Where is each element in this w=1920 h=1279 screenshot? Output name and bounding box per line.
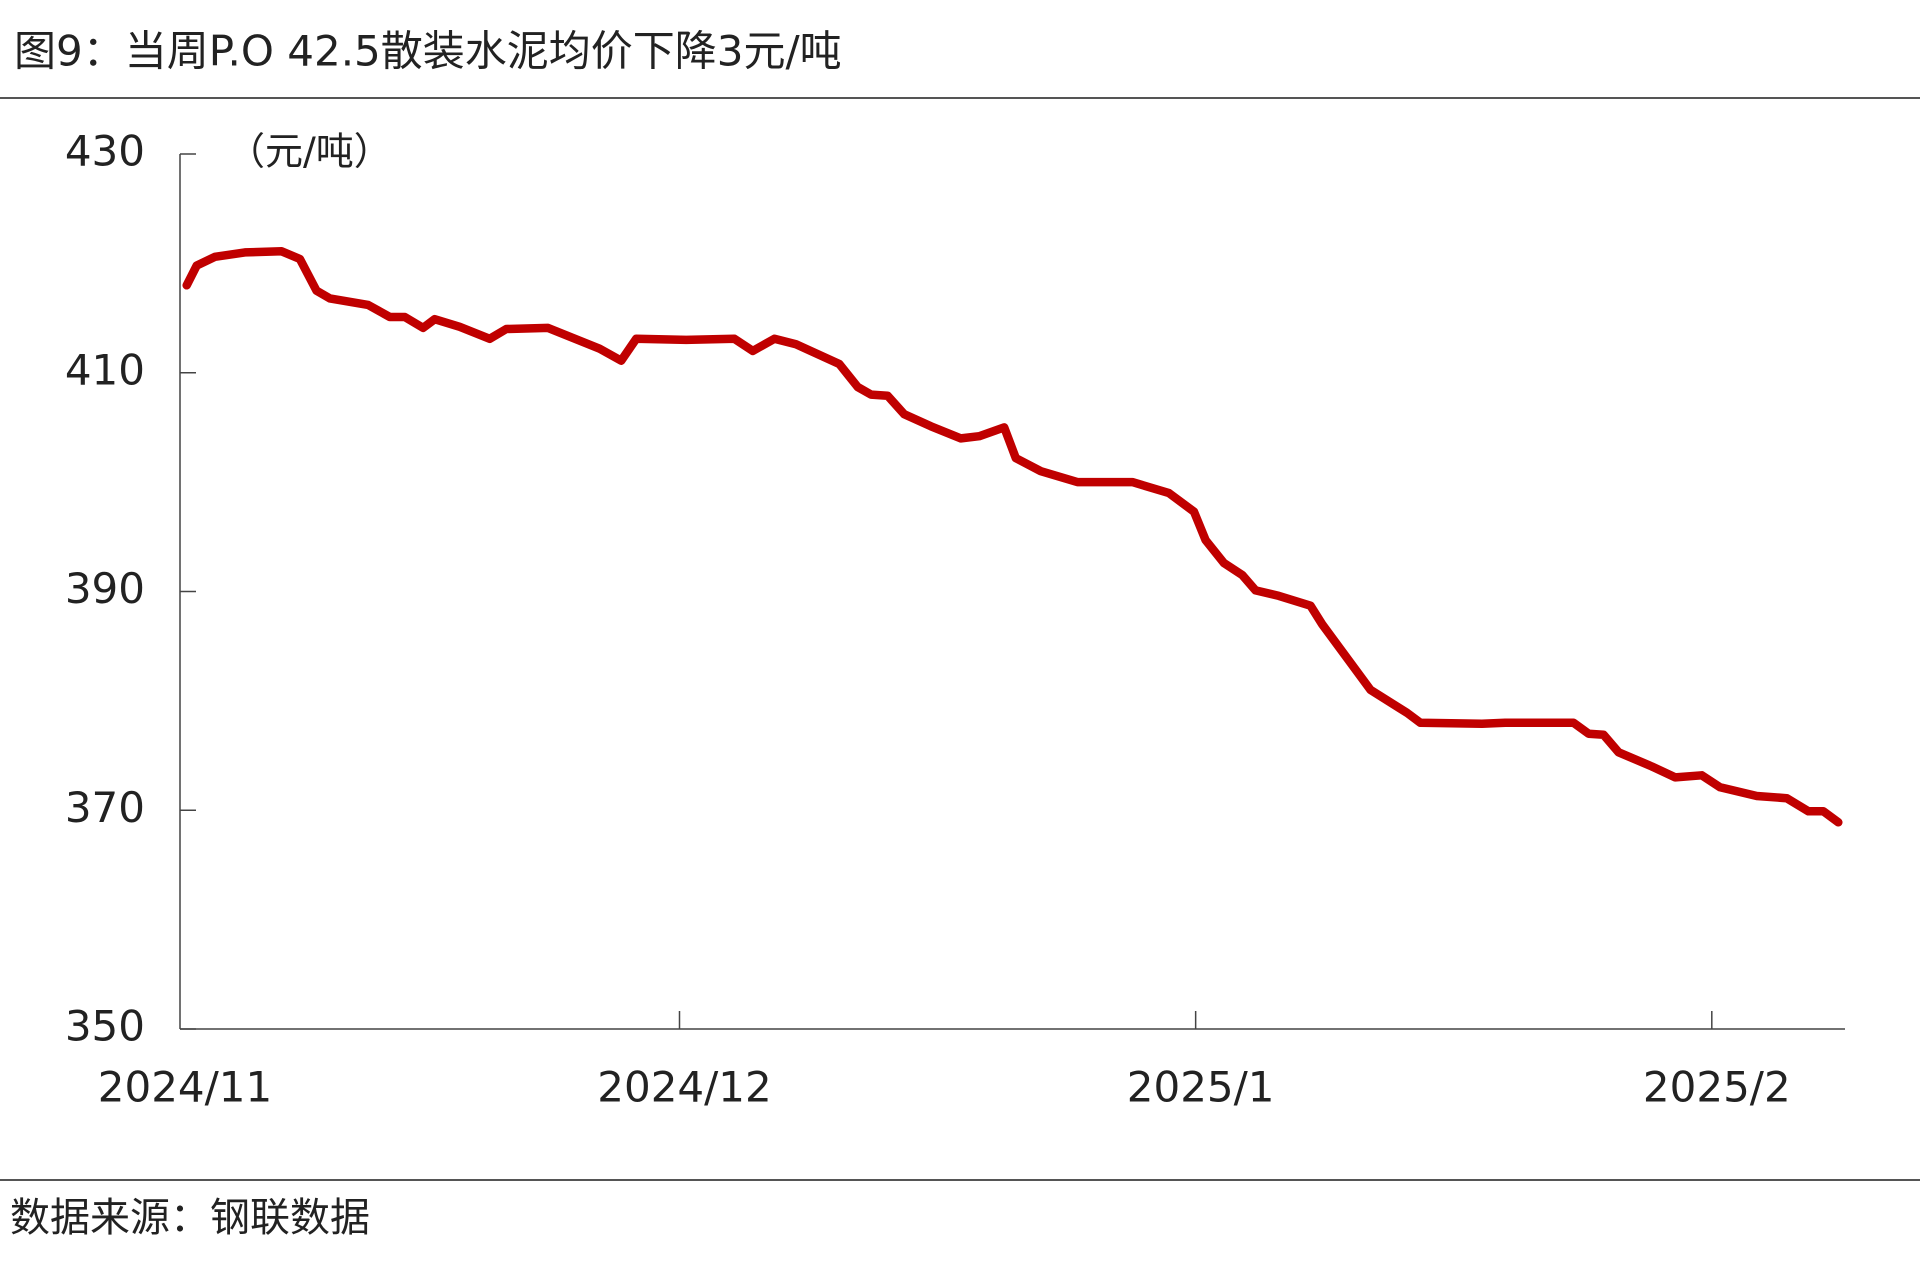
y-tick-label: 370 <box>65 783 145 832</box>
y-tick-label: 430 <box>65 127 145 176</box>
x-tick-label: 2024/12 <box>597 1063 771 1112</box>
y-tick-label: 350 <box>65 1002 145 1051</box>
y-tick-label: 390 <box>65 564 145 613</box>
chart-title: 图9：当周P.O 42.5散装水泥均价下降3元/吨 <box>14 27 842 76</box>
x-tick-label: 2024/11 <box>98 1063 272 1112</box>
x-tick-label: 2025/2 <box>1643 1063 1791 1112</box>
x-tick-label: 2025/1 <box>1127 1063 1275 1112</box>
y-axis-unit: （元/吨） <box>227 130 392 174</box>
source-note: 数据来源：钢联数据 <box>10 1195 370 1241</box>
price-line <box>182 247 1843 827</box>
y-tick-label: 410 <box>65 345 145 394</box>
